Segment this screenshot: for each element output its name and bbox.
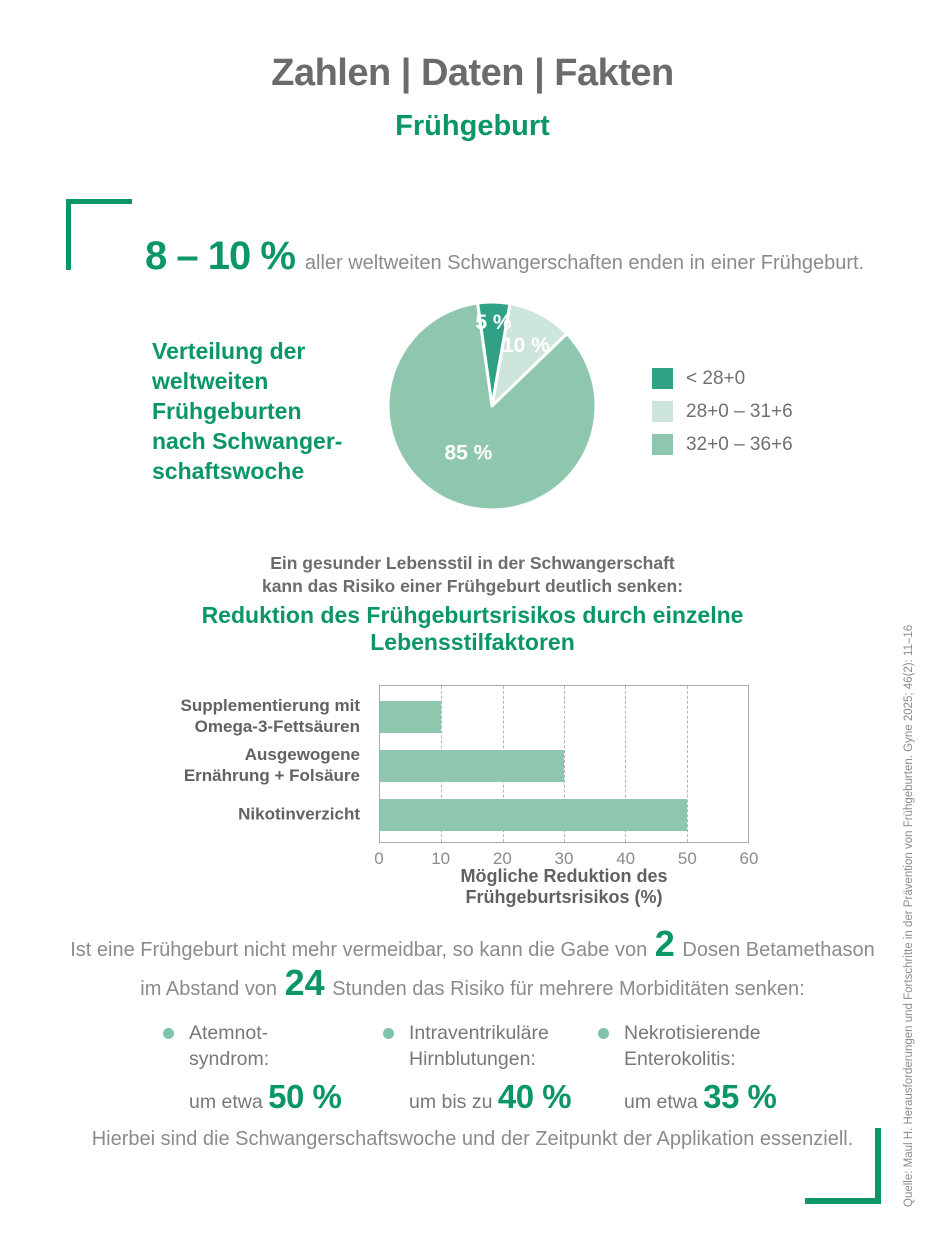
tick-label: 40: [616, 849, 636, 868]
page-title: Zahlen | Daten | Fakten: [271, 52, 674, 94]
tick-label: 20: [492, 849, 512, 868]
legend-item: < 28+0: [652, 362, 793, 395]
betamethason-dose-count: 2: [654, 923, 675, 964]
gridline: [564, 686, 565, 842]
bar-category-labels: Supplementierung mit Omega-3-Fettsäuren A…: [120, 685, 360, 843]
tick-label: 30: [554, 849, 574, 868]
pie-legend: < 28+0 28+0 – 31+6 32+0 – 36+6: [652, 362, 793, 461]
intro-text: Ist eine Frühgeburt nicht mehr vermeidba…: [70, 939, 653, 961]
tick-label: 10: [431, 849, 451, 868]
morbidity-value-number: 50 %: [268, 1078, 342, 1115]
legend-label: < 28+0: [686, 367, 746, 389]
stat-text: aller weltweiten Schwangerschaften enden…: [304, 252, 865, 274]
legend-swatch-icon: [652, 401, 673, 422]
source-citation: Quelle: Maul H. Herausforderungen und Fo…: [903, 624, 915, 1207]
pie-slice-label: 5 %: [475, 311, 512, 334]
legend-label: 32+0 – 36+6: [686, 433, 793, 455]
bullet-item: Nekrotisierende Enterokolitis: um etwa 35…: [598, 1020, 777, 1116]
bar-chart-plot: [379, 685, 749, 843]
pie-chart-title: Verteilung der weltweiten Frühgeburten n…: [152, 338, 343, 484]
morbidity-value-number: 40 %: [497, 1078, 572, 1115]
morbidity-value-number: 35 %: [703, 1078, 777, 1115]
intro-text: im Abstand von: [140, 978, 283, 1000]
bar-category-label: Nikotinverzicht: [238, 804, 360, 824]
bar: [380, 799, 687, 831]
morbidity-value: um etwa 35 %: [624, 1078, 777, 1116]
bullet-item: Atemnot- syndrom: um etwa 50 %: [163, 1020, 342, 1116]
legend-label: 28+0 – 31+6: [686, 400, 793, 422]
legend-swatch-icon: [652, 434, 673, 455]
legend-item: 32+0 – 36+6: [652, 428, 793, 461]
pie-chart: 5 %10 % 85 %: [386, 300, 598, 512]
bar: [380, 750, 564, 782]
legend-item: 28+0 – 31+6: [652, 395, 793, 428]
bar: [380, 701, 442, 733]
bullet-dot-icon: [163, 1028, 174, 1039]
corner-bracket-top-left-icon: [66, 199, 132, 270]
tick-label: 60: [739, 849, 759, 868]
bar-category-label: Supplementierung mit Omega-3-Fettsäuren: [180, 696, 360, 736]
stat-value: 8 – 10 %: [145, 234, 296, 278]
bullet-dot-icon: [598, 1028, 609, 1039]
morbidity-value: um bis zu 40 %: [409, 1078, 572, 1116]
bullet-dot-icon: [383, 1028, 394, 1039]
morbidity-label: Atemnot- syndrom:: [189, 1022, 270, 1070]
prevalence-stat: 8 – 10 % aller weltweiten Schwangerschaf…: [145, 234, 864, 279]
x-axis-ticks: 0 10 20 30 40 50 60: [374, 849, 758, 869]
gridline: [625, 686, 627, 842]
betamethason-intro: Ist eine Frühgeburt nicht mehr vermeidba…: [0, 926, 945, 1008]
morbidity-label: Nekrotisierende Enterokolitis:: [624, 1022, 761, 1070]
tick-label: 0: [374, 849, 384, 868]
morbidity-label: Intraventrikuläre Hirnblutungen:: [409, 1022, 549, 1070]
morbidity-value-prefix: um etwa: [189, 1091, 269, 1113]
tick-label: 50: [677, 849, 697, 868]
betamethason-line-2: im Abstand von 24 Stunden das Risiko für…: [0, 965, 945, 1008]
intro-text: Dosen Betamethason: [676, 939, 875, 961]
morbidity-value-prefix: um etwa: [624, 1091, 704, 1113]
morbidity-value: um etwa 50 %: [189, 1078, 342, 1116]
footer-note: Hierbei sind die Schwangerschaftswoche u…: [91, 1128, 854, 1150]
bar-chart-title: Reduktion des Frühgeburtsrisikos durch e…: [201, 602, 744, 655]
pie-slice-label: 10 %: [502, 334, 550, 357]
gridline: [686, 686, 688, 842]
bar-category-label: Ausgewogene Ernährung + Folsäure: [183, 745, 360, 785]
page-subtitle: Frühgeburt: [395, 110, 550, 142]
morbidity-value-prefix: um bis zu: [409, 1091, 498, 1113]
betamethason-line-1: Ist eine Frühgeburt nicht mehr vermeidba…: [0, 926, 945, 969]
legend-swatch-icon: [652, 368, 673, 389]
bullet-item: Intraventrikuläre Hirnblutungen: um bis z…: [383, 1020, 572, 1116]
betamethason-interval-hours: 24: [284, 962, 325, 1003]
lifestyle-intro: Ein gesunder Lebensstil in der Schwanger…: [261, 553, 684, 596]
pie-slice: [386, 301, 598, 512]
intro-text: Stunden das Risiko für mehrere Morbiditä…: [326, 978, 805, 1000]
pie-slice-label: 85 %: [444, 441, 492, 464]
x-axis-label: Mögliche Reduktion des Frühgeburtsrisiko…: [460, 866, 668, 907]
corner-bracket-bottom-right-icon: [805, 1128, 881, 1204]
